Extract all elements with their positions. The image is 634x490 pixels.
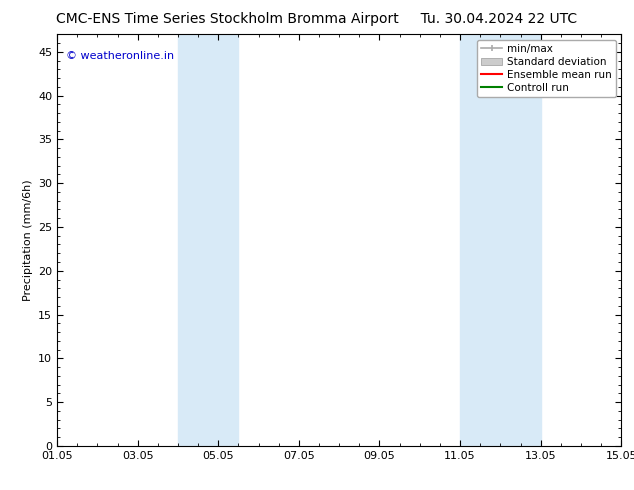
Text: © weatheronline.in: © weatheronline.in (65, 51, 174, 61)
Bar (178, 34, 238, 446)
Y-axis label: Precipitation (mm/6h): Precipitation (mm/6h) (23, 179, 32, 301)
Legend: min/max, Standard deviation, Ensemble mean run, Controll run: min/max, Standard deviation, Ensemble me… (477, 40, 616, 97)
Text: CMC-ENS Time Series Stockholm Bromma Airport     Tu. 30.04.2024 22 UTC: CMC-ENS Time Series Stockholm Bromma Air… (56, 12, 578, 26)
Bar (460, 34, 541, 446)
